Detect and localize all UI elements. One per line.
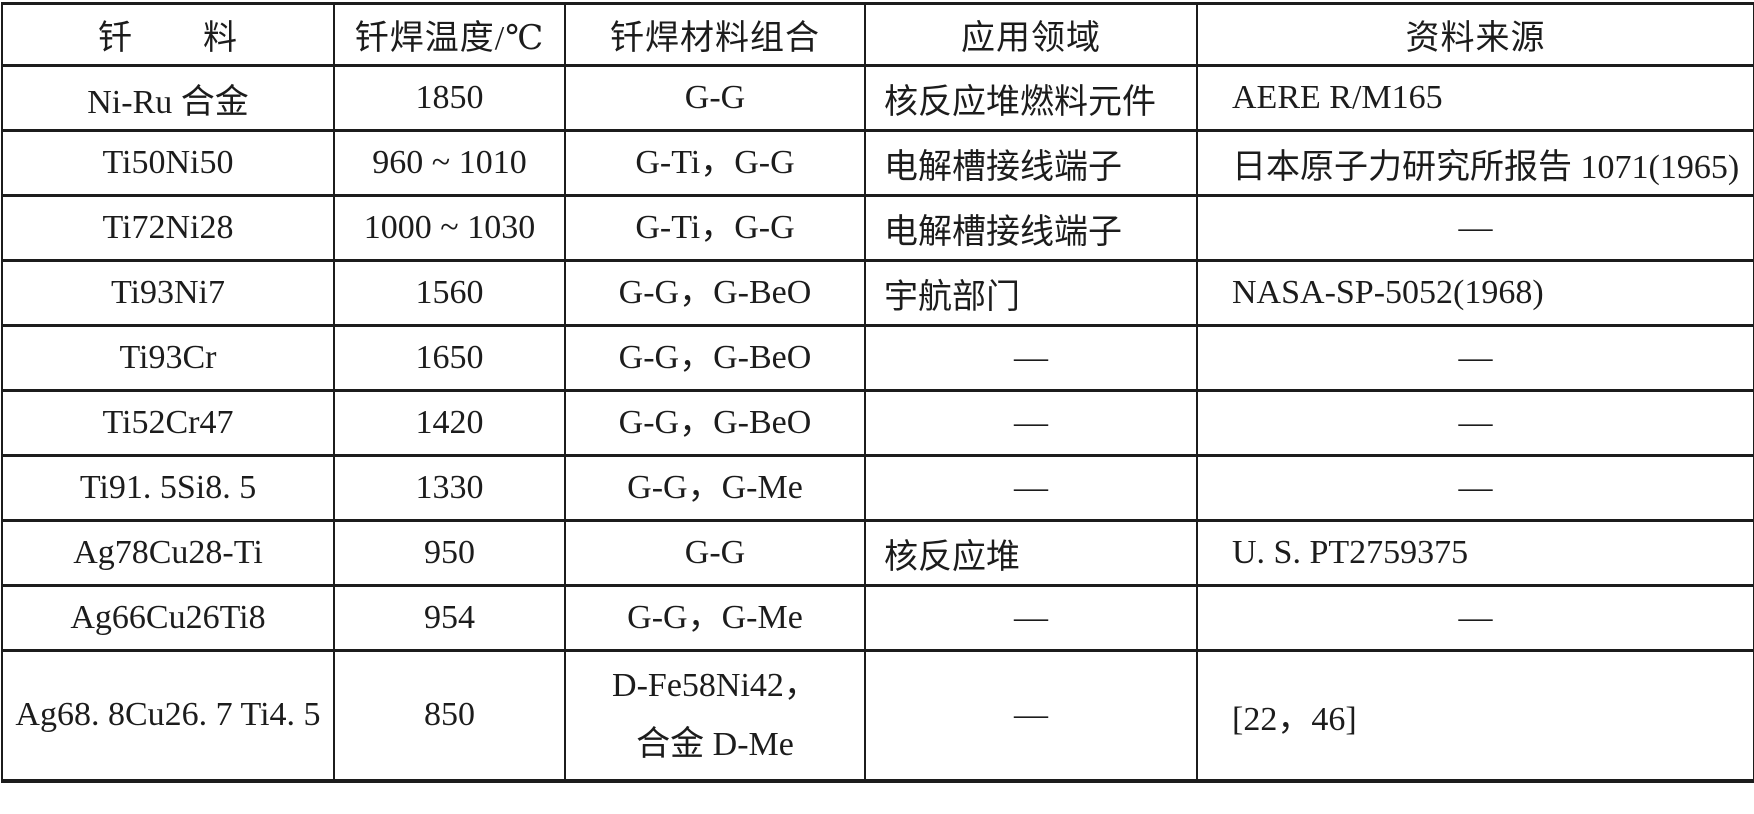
cell-data-source: [22，46] — [1196, 649, 1754, 783]
cell-application-field: — — [864, 324, 1198, 392]
table-row: Ti91. 5Si8. 5 1330 G-G，G-Me — — — [1, 454, 1754, 522]
col-header-filler-metal: 钎 料 — [1, 2, 335, 67]
table-row: Ti72Ni28 1000 ~ 1030 G-Ti，G-G 电解槽接线端子 — — [1, 194, 1754, 262]
cell-application-field: 电解槽接线端子 — [864, 129, 1198, 197]
cell-data-source: NASA-SP-5052(1968) — [1196, 259, 1754, 327]
cell-braze-temperature: 1000 ~ 1030 — [333, 194, 566, 262]
cell-application-field: 核反应堆 — [864, 519, 1198, 587]
table-row: Ti93Cr 1650 G-G，G-BeO — — — [1, 324, 1754, 392]
cell-material-combination: G-G，G-BeO — [564, 389, 866, 457]
table-row: Ag68. 8Cu26. 7 Ti4. 5 850 D-Fe58Ni42， 合金… — [1, 649, 1754, 783]
cell-data-source: 日本原子力研究所报告 1071(1965) — [1196, 129, 1754, 197]
col-header-braze-temperature: 钎焊温度/℃ — [333, 2, 566, 67]
cell-application-field: — — [864, 584, 1198, 652]
table-row: Ti93Ni7 1560 G-G，G-BeO 宇航部门 NASA-SP-5052… — [1, 259, 1754, 327]
cell-application-field: — — [864, 454, 1198, 522]
cell-filler-metal: Ti50Ni50 — [1, 129, 335, 197]
cell-braze-temperature: 1650 — [333, 324, 566, 392]
col-header-application-field: 应用领域 — [864, 2, 1198, 67]
cell-braze-temperature: 1420 — [333, 389, 566, 457]
cell-data-source: — — [1196, 584, 1754, 652]
cell-braze-temperature: 954 — [333, 584, 566, 652]
cell-material-combination: G-G，G-Me — [564, 454, 866, 522]
cell-braze-temperature: 950 — [333, 519, 566, 587]
cell-filler-metal: Ti93Cr — [1, 324, 335, 392]
cell-data-source: — — [1196, 454, 1754, 522]
cell-application-field: — — [864, 389, 1198, 457]
table-row: Ti50Ni50 960 ~ 1010 G-Ti，G-G 电解槽接线端子 日本原… — [1, 129, 1754, 197]
cell-data-source: — — [1196, 194, 1754, 262]
table-row: Ti52Cr47 1420 G-G，G-BeO — — — [1, 389, 1754, 457]
table-row: Ag66Cu26Ti8 954 G-G，G-Me — — — [1, 584, 1754, 652]
cell-material-combination: G-Ti，G-G — [564, 194, 866, 262]
cell-braze-temperature: 850 — [333, 649, 566, 783]
cell-application-field: 宇航部门 — [864, 259, 1198, 327]
cell-filler-metal: Ag66Cu26Ti8 — [1, 584, 335, 652]
cell-filler-metal: Ti72Ni28 — [1, 194, 335, 262]
cell-braze-temperature: 1850 — [333, 64, 566, 132]
header-row: 钎 料 钎焊温度/℃ 钎焊材料组合 应用领域 资料来源 — [1, 2, 1754, 67]
cell-material-combination: G-G，G-Me — [564, 584, 866, 652]
cell-filler-metal: Ag78Cu28-Ti — [1, 519, 335, 587]
cell-braze-temperature: 1330 — [333, 454, 566, 522]
table-row: Ag78Cu28-Ti 950 G-G 核反应堆 U. S. PT2759375 — [1, 519, 1754, 587]
col-header-material-combination: 钎焊材料组合 — [564, 2, 866, 67]
cell-material-combination: G-G — [564, 64, 866, 132]
cell-data-source: — — [1196, 389, 1754, 457]
cell-braze-temperature: 1560 — [333, 259, 566, 327]
cell-application-field: — — [864, 649, 1198, 783]
cell-data-source: U. S. PT2759375 — [1196, 519, 1754, 587]
cell-application-field: 电解槽接线端子 — [864, 194, 1198, 262]
brazing-filler-table: 钎 料 钎焊温度/℃ 钎焊材料组合 应用领域 资料来源 Ni-Ru 合金 185… — [1, 2, 1754, 783]
cell-filler-metal: Ti91. 5Si8. 5 — [1, 454, 335, 522]
cell-filler-metal: Ti93Ni7 — [1, 259, 335, 327]
cell-filler-metal: Ag68. 8Cu26. 7 Ti4. 5 — [1, 649, 335, 783]
table-row: Ni-Ru 合金 1850 G-G 核反应堆燃料元件 AERE R/M165 — [1, 64, 1754, 132]
cell-filler-metal: Ni-Ru 合金 — [1, 64, 335, 132]
cell-material-combination: G-G — [564, 519, 866, 587]
cell-material-combination: G-G，G-BeO — [564, 324, 866, 392]
col-header-data-source: 资料来源 — [1196, 2, 1754, 67]
cell-material-combination: D-Fe58Ni42， 合金 D-Me — [564, 649, 866, 783]
cell-application-field: 核反应堆燃料元件 — [864, 64, 1198, 132]
cell-braze-temperature: 960 ~ 1010 — [333, 129, 566, 197]
cell-material-combination: G-Ti，G-G — [564, 129, 866, 197]
cell-data-source: AERE R/M165 — [1196, 64, 1754, 132]
cell-filler-metal: Ti52Cr47 — [1, 389, 335, 457]
cell-data-source: — — [1196, 324, 1754, 392]
cell-material-combination: G-G，G-BeO — [564, 259, 866, 327]
